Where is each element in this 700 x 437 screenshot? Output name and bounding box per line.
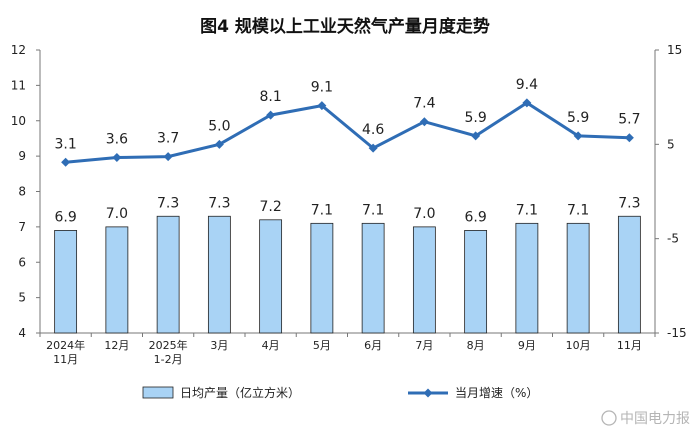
line-point xyxy=(112,153,122,163)
line-value-label: 7.4 xyxy=(413,96,435,112)
weibo-icon xyxy=(601,410,617,426)
right-tick-label: -15 xyxy=(667,326,687,340)
bar-value-label: 7.1 xyxy=(516,202,538,218)
bar-value-label: 7.2 xyxy=(259,199,281,215)
left-tick-label: 10 xyxy=(11,114,26,128)
bar-value-label: 7.0 xyxy=(106,206,128,222)
right-tick-label: 5 xyxy=(667,137,675,151)
legend-bar-label: 日均产量（亿立方米） xyxy=(180,385,300,400)
x-tick-label: 5月 xyxy=(313,339,331,352)
left-tick-label: 4 xyxy=(18,326,26,340)
bar xyxy=(515,222,539,334)
line-point xyxy=(61,157,71,167)
bar xyxy=(617,215,641,334)
bar xyxy=(464,230,488,334)
bar xyxy=(412,226,436,334)
line-point xyxy=(214,139,224,149)
watermark: 中国电力报 xyxy=(601,410,690,427)
x-tick-label: 8月 xyxy=(467,339,485,352)
line-point xyxy=(419,117,429,127)
x-tick-label: 6月 xyxy=(364,339,382,352)
bar xyxy=(566,222,590,334)
x-tick-label: 11月 xyxy=(617,339,642,352)
line-point xyxy=(471,131,481,141)
legend-line-marker xyxy=(423,388,433,398)
bar xyxy=(105,226,129,334)
bar xyxy=(310,222,334,334)
bar-value-label: 7.0 xyxy=(413,206,435,222)
line-value-label: 3.7 xyxy=(157,131,179,147)
watermark-text: 中国电力报 xyxy=(620,411,690,427)
bar-value-label: 7.3 xyxy=(618,195,640,211)
bar xyxy=(361,222,385,334)
line-value-label: 3.1 xyxy=(54,136,76,152)
x-tick-label: 12月 xyxy=(104,339,129,352)
x-tick-label: 4月 xyxy=(262,339,280,352)
line-point xyxy=(368,143,378,153)
line-value-label: 5.0 xyxy=(208,118,230,134)
left-tick-label: 7 xyxy=(18,220,26,234)
x-tick-label: 3月 xyxy=(210,339,228,352)
bar-value-label: 7.1 xyxy=(567,202,589,218)
left-tick-label: 11 xyxy=(11,78,26,92)
bar-value-label: 6.9 xyxy=(54,209,76,225)
left-tick-label: 12 xyxy=(11,43,26,57)
bar xyxy=(207,215,231,334)
bar-value-label: 7.1 xyxy=(311,202,333,218)
legend: 日均产量（亿立方米） 当月增速（%） xyxy=(142,385,538,400)
x-tick-label: 10月 xyxy=(566,339,591,352)
x-tick-label: 11月 xyxy=(53,353,78,366)
line-point xyxy=(163,152,173,162)
bar-value-label: 7.3 xyxy=(157,195,179,211)
x-tick-label: 9月 xyxy=(518,339,536,352)
line-value-label: 5.7 xyxy=(618,112,640,128)
right-tick-label: 15 xyxy=(667,43,682,57)
legend-bar-swatch xyxy=(142,386,174,399)
bar xyxy=(259,219,283,334)
line-value-label: 8.1 xyxy=(259,89,281,105)
line-point xyxy=(624,133,634,143)
bar-value-label: 7.1 xyxy=(362,202,384,218)
chart-title: 图4 规模以上工业天然气产量月度走势 xyxy=(200,16,490,37)
line-value-label: 9.4 xyxy=(516,77,538,93)
line-value-label: 9.1 xyxy=(311,80,333,96)
line-series xyxy=(65,101,630,164)
line-value-label: 4.6 xyxy=(362,122,384,138)
right-tick-label: -5 xyxy=(667,232,679,246)
x-tick-label: 2025年 xyxy=(149,338,188,352)
left-tick-label: 9 xyxy=(18,149,26,163)
bar xyxy=(54,230,78,334)
bar-value-label: 6.9 xyxy=(464,209,486,225)
x-tick-label: 2024年 xyxy=(46,338,85,352)
line-value-label: 5.9 xyxy=(464,110,486,126)
x-tick-label: 1-2月 xyxy=(154,353,183,366)
line-value-label: 5.9 xyxy=(567,110,589,126)
left-tick-label: 5 xyxy=(18,291,26,305)
line-point xyxy=(573,131,583,141)
bar-value-label: 7.3 xyxy=(208,195,230,211)
bar xyxy=(156,215,180,334)
line-point xyxy=(522,98,532,108)
line-value-label: 3.6 xyxy=(106,132,128,148)
x-tick-label: 7月 xyxy=(415,339,433,352)
left-tick-label: 6 xyxy=(18,255,26,269)
line-point xyxy=(266,110,276,120)
legend-line-label: 当月增速（%） xyxy=(455,386,538,400)
left-tick-label: 8 xyxy=(18,185,26,199)
line-point xyxy=(317,101,327,111)
